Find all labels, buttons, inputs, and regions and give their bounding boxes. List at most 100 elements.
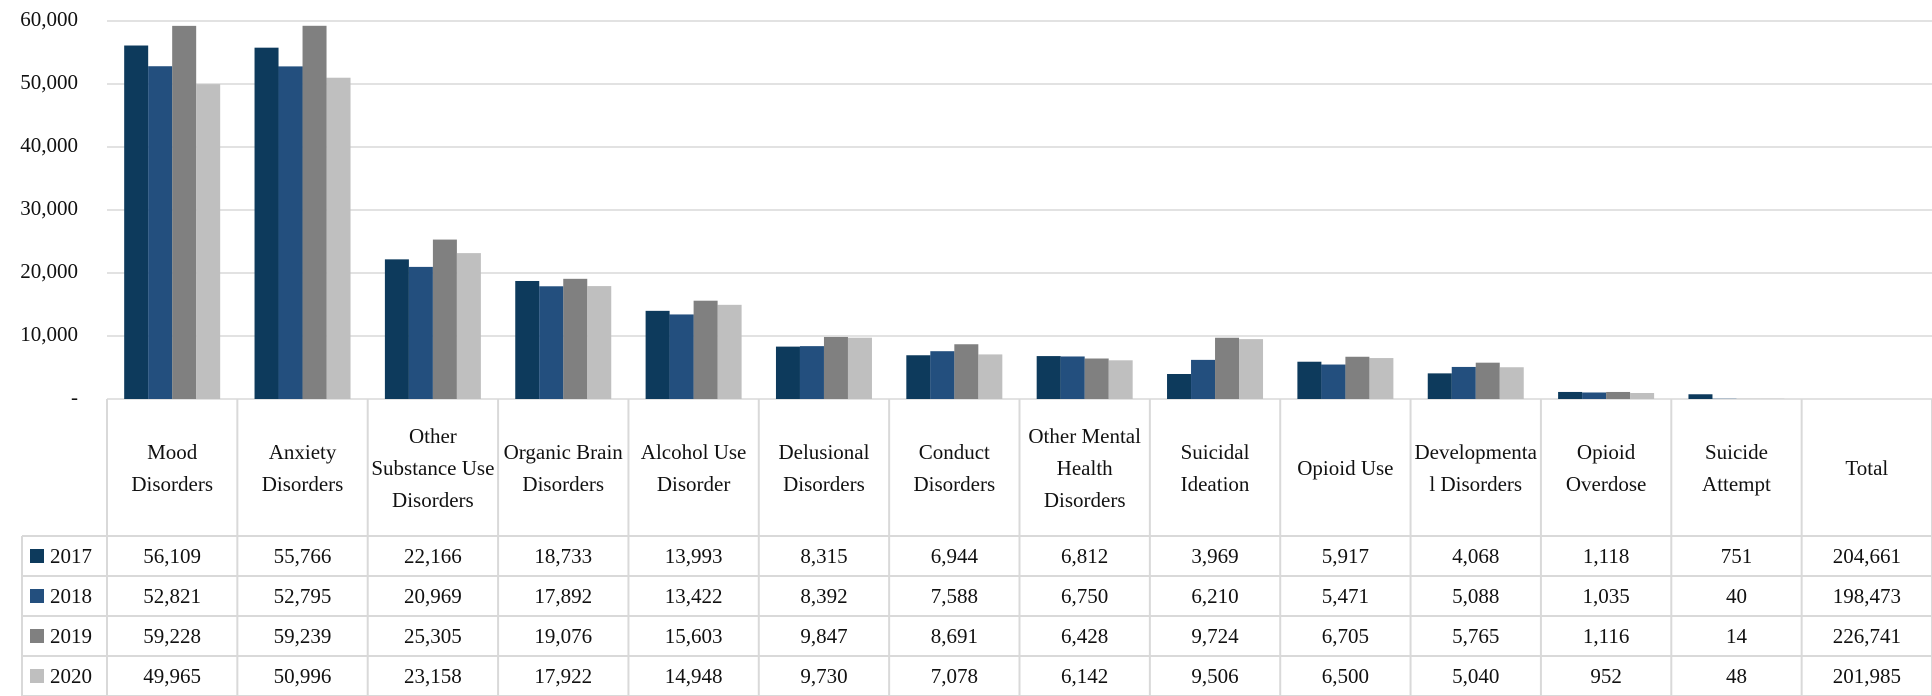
table-value: 13,422 (664, 584, 723, 608)
legend-entry: 2019 (22, 616, 107, 656)
bar (1630, 393, 1655, 399)
bar (717, 304, 742, 399)
table-value: 4,068 (1452, 544, 1500, 568)
y-tick-label: 30,000 (20, 196, 78, 220)
category-label: Mood Disorders (131, 439, 213, 496)
bar (823, 336, 848, 399)
bar (432, 239, 457, 399)
bar (1451, 366, 1476, 399)
legend-label: 2019 (50, 624, 92, 648)
legend-entry: 2017 (22, 536, 107, 576)
table-value: 50,996 (273, 664, 332, 688)
bar (799, 346, 824, 399)
table-value: 49,965 (143, 664, 202, 688)
table-value: 17,922 (534, 664, 593, 688)
table-value: 7,588 (930, 584, 978, 608)
category-label: Suicidal Ideation (1180, 439, 1250, 496)
bar (645, 310, 670, 399)
bar (1060, 356, 1085, 399)
table-value: 201,985 (1832, 664, 1901, 688)
table-value: 14,948 (664, 664, 723, 688)
category-label: Suicide Attempt (1702, 439, 1771, 496)
bar (693, 300, 718, 399)
category-label: Conduct Disorders (913, 439, 996, 496)
bar (196, 84, 221, 400)
bar (1297, 361, 1322, 399)
table-value: 8,315 (800, 544, 848, 568)
table-value: 5,765 (1452, 624, 1500, 648)
bar (1427, 373, 1452, 399)
table-value: 952 (1590, 664, 1622, 688)
table-value: 15,603 (664, 624, 723, 648)
legend-swatch (30, 549, 44, 563)
table-value: 9,847 (800, 624, 848, 648)
category-label: Delusional Disorders (778, 439, 870, 496)
legend-entry: 2020 (22, 656, 107, 696)
bar (515, 280, 540, 399)
table-value: 1,118 (1582, 544, 1630, 568)
bar (456, 253, 481, 399)
bar (278, 66, 303, 399)
bar (1475, 362, 1500, 399)
table-value: 9,730 (800, 664, 848, 688)
category-label: Developmental Disorders (1414, 439, 1537, 496)
table-value: 3,969 (1191, 544, 1239, 568)
bar (930, 351, 955, 399)
table-value: 56,109 (143, 544, 202, 568)
table-value: 7,078 (930, 664, 978, 688)
table-value: 48 (1725, 664, 1747, 688)
category-label: Organic Brain Disorders (503, 439, 623, 496)
table-value: 59,239 (273, 624, 332, 648)
y-tick-label: - (71, 385, 78, 409)
table-value: 8,691 (930, 624, 978, 648)
bar (669, 314, 694, 399)
table-value: 40 (1725, 584, 1747, 608)
bar (1606, 391, 1631, 399)
table-value: 18,733 (534, 544, 593, 568)
category-label: Anxiety Disorders (261, 439, 344, 496)
table-value: 1,116 (1582, 624, 1630, 648)
table-value: 6,812 (1061, 544, 1109, 568)
y-tick-label: 10,000 (20, 322, 78, 346)
table-value: 6,210 (1191, 584, 1239, 608)
category-label: Total (1845, 455, 1889, 480)
bar (1688, 394, 1713, 399)
table-value: 17,892 (534, 584, 593, 608)
bar (124, 45, 149, 399)
table-value: 9,724 (1191, 624, 1239, 648)
table-value: 6,944 (930, 544, 978, 568)
table-value: 6,750 (1061, 584, 1109, 608)
bar (384, 259, 409, 399)
table-value: 5,088 (1452, 584, 1500, 608)
table-value: 1,035 (1582, 584, 1630, 608)
table-value: 198,473 (1832, 584, 1901, 608)
legend-swatch (30, 669, 44, 683)
legend-label: 2020 (50, 664, 92, 688)
bar (1167, 373, 1192, 399)
category-label: Opioid Use (1297, 455, 1394, 480)
y-tick-label: 50,000 (20, 70, 78, 94)
y-tick-label: 40,000 (20, 133, 78, 157)
table-value: 14 (1725, 624, 1747, 648)
bar (1321, 364, 1346, 399)
legend-entry: 2018 (22, 576, 107, 616)
table-value: 204,661 (1832, 544, 1901, 568)
bar (775, 346, 800, 399)
table-value: 226,741 (1832, 624, 1901, 648)
bar (1558, 391, 1583, 399)
table-value: 59,228 (143, 624, 202, 648)
table-value: 22,166 (404, 544, 462, 568)
bar (587, 286, 612, 399)
bar (326, 77, 351, 400)
bar (1582, 392, 1607, 399)
table-value: 23,158 (404, 664, 462, 688)
bar (1369, 358, 1394, 399)
bar (1036, 356, 1061, 399)
table-value: 55,766 (273, 544, 332, 568)
legend-swatch (30, 629, 44, 643)
table-value: 13,993 (664, 544, 723, 568)
category-label: Other Mental Health Disorders (1028, 423, 1141, 512)
category-label: Other Substance Use Disorders (371, 423, 495, 512)
table-value: 6,142 (1061, 664, 1109, 688)
